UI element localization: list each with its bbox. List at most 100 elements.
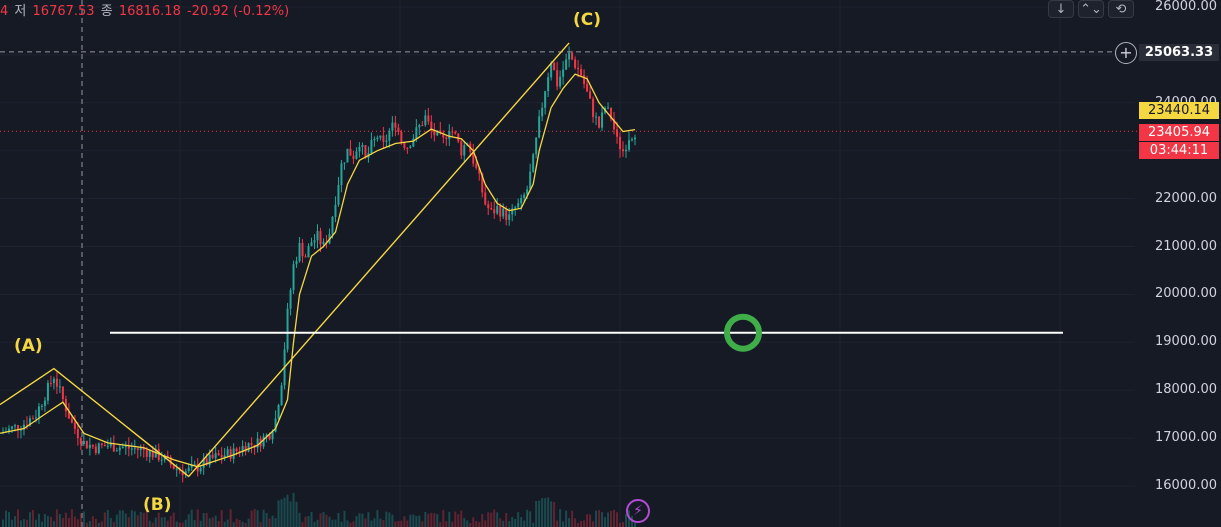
volume-bar [64, 512, 67, 527]
candle-body [169, 457, 172, 465]
candle-body [553, 62, 556, 71]
volume-bar [397, 520, 400, 527]
volume-bar [541, 498, 544, 527]
volume-bar [274, 518, 277, 527]
add-alert-plus-icon[interactable]: + [1115, 42, 1137, 64]
volume-bar [13, 516, 16, 527]
candle-body [112, 442, 115, 452]
volume-bar [136, 515, 139, 527]
candle-body [400, 131, 403, 143]
volume-bar [85, 522, 88, 527]
collapse-icon[interactable]: ⌃⌄ [1078, 0, 1104, 18]
candle-body [76, 429, 79, 438]
change-value: -20.92 (-0.12%) [186, 4, 290, 19]
volume-bar [130, 510, 133, 527]
scroll-down-icon[interactable]: ↓ [1048, 0, 1074, 18]
candle-body [310, 242, 313, 247]
candle-body [391, 122, 394, 131]
volume-bar [451, 521, 454, 527]
candle-body [307, 246, 310, 258]
volume-bar [163, 517, 166, 527]
close-value: 16816.18 [118, 4, 181, 19]
volume-bar [412, 514, 415, 527]
volume-bar [196, 509, 199, 527]
candle-body [601, 112, 604, 128]
candle-body [430, 121, 433, 131]
candle-body [577, 67, 580, 70]
candle-body [331, 216, 334, 235]
volume-bar [442, 510, 445, 527]
volume-bar [67, 517, 70, 527]
candle-body [502, 208, 505, 217]
candle-body [406, 147, 409, 149]
volume-bar [526, 509, 529, 527]
volume-bar [538, 500, 541, 527]
candle-body [40, 405, 43, 407]
volume-bar [160, 517, 163, 527]
candle-body [193, 464, 196, 466]
candle-body [493, 209, 496, 214]
candle-body [631, 139, 634, 141]
candle-body [346, 148, 349, 163]
volume-bar [61, 517, 64, 527]
volume-bar [427, 513, 430, 527]
candle-body [229, 449, 232, 459]
candle-body [208, 454, 211, 465]
candle-body [349, 148, 352, 156]
lightning-icon[interactable]: ⚡ [626, 499, 650, 523]
volume-bar [436, 514, 439, 527]
candle-body [268, 434, 271, 440]
volume-bar [175, 521, 178, 527]
candle-body [16, 425, 19, 431]
volume-bar [505, 513, 508, 527]
volume-bar [79, 513, 82, 527]
candle-body [22, 424, 25, 430]
candle-body [583, 75, 586, 84]
candle-body [607, 107, 610, 109]
candle-body [139, 447, 142, 451]
volume-bar [139, 512, 142, 527]
volume-bar [214, 515, 217, 527]
volume-bar [469, 522, 472, 527]
candle-body [160, 459, 163, 461]
candle-body [343, 162, 346, 164]
candle-body [214, 453, 217, 459]
candle-body [568, 52, 571, 60]
candle-body [523, 194, 526, 199]
candle-body [136, 448, 139, 451]
candle-body [595, 116, 598, 118]
volume-bar [73, 516, 76, 527]
volume-bar [127, 517, 130, 527]
volume-bar [589, 514, 592, 527]
volume-bar [331, 519, 334, 527]
candle-body [82, 440, 85, 445]
volume-bar [325, 514, 328, 527]
volume-bar [463, 518, 466, 527]
volume-bar [268, 518, 271, 527]
candle-body [340, 163, 343, 186]
candle-body [550, 62, 553, 78]
volume-bar [265, 513, 268, 527]
volume-bar [622, 521, 625, 527]
candle-body [103, 444, 106, 447]
volume-bar [181, 522, 184, 527]
volume-bar [115, 514, 118, 527]
volume-bar [304, 516, 307, 527]
candle-body [295, 260, 298, 265]
reset-chart-icon[interactable]: ⟲ [1108, 0, 1134, 18]
volume-bar [430, 512, 433, 527]
volume-bar [385, 511, 388, 527]
volume-bar [349, 522, 352, 527]
volume-bar [166, 520, 169, 527]
volume-bar [613, 509, 616, 527]
candle-body [64, 399, 67, 412]
candle-body [427, 115, 430, 122]
last-price-tag: 23405.94 [1139, 124, 1219, 141]
candle-body [175, 468, 178, 470]
candle-body [628, 140, 631, 150]
candle-body [280, 385, 283, 405]
volume-bar [562, 521, 565, 527]
candle-body [484, 192, 487, 205]
candle-body [361, 145, 364, 147]
